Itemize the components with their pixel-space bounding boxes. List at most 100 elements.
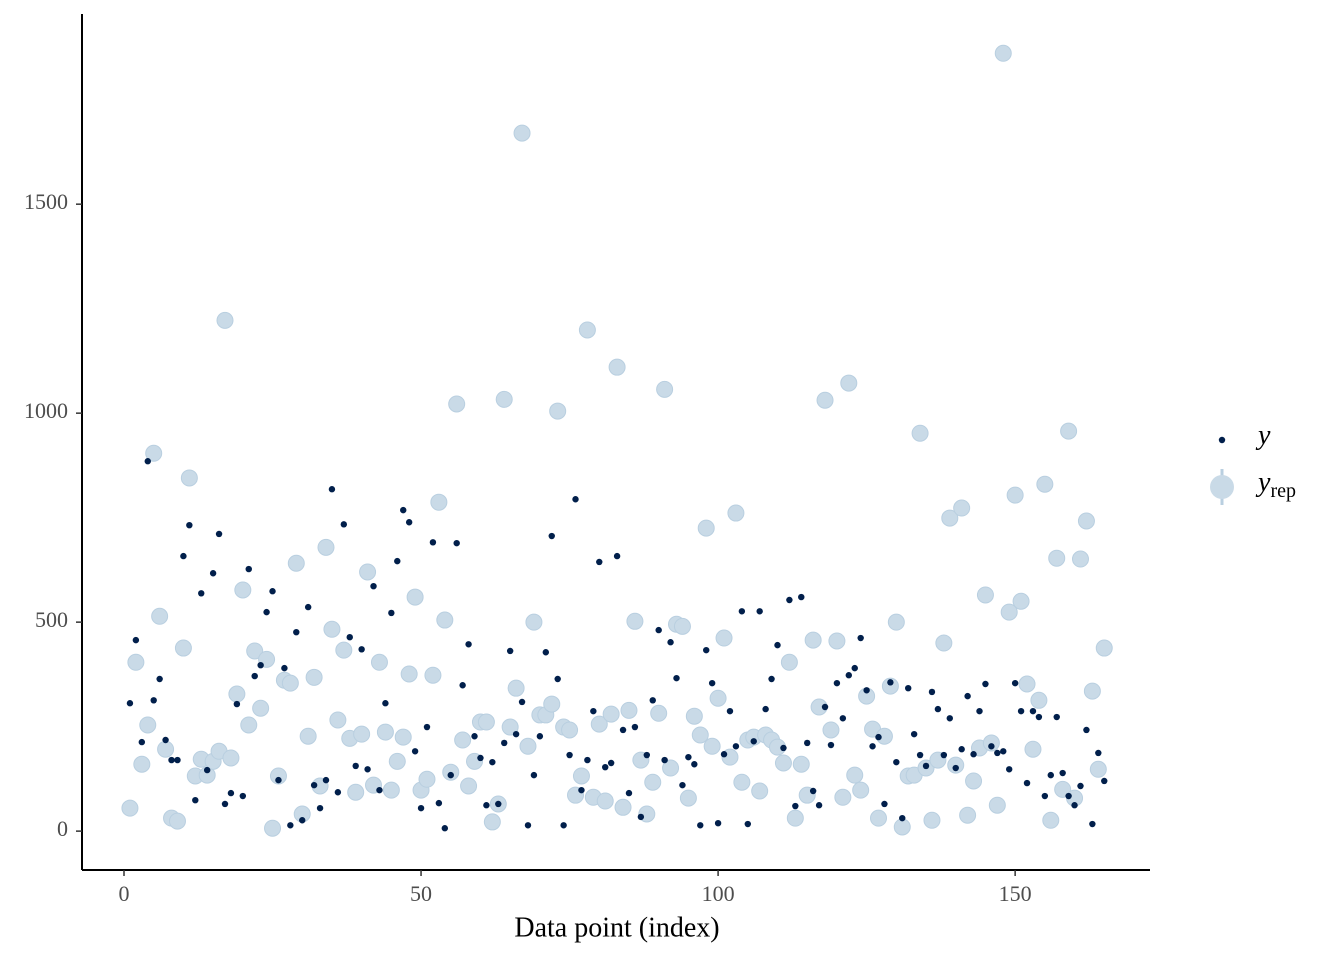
yrep-point xyxy=(751,782,769,800)
y-point xyxy=(548,532,555,540)
yrep-point xyxy=(774,754,792,772)
y-point xyxy=(982,680,989,688)
y-point xyxy=(572,496,579,503)
y-point xyxy=(952,764,959,772)
y-point xyxy=(506,647,514,655)
y-point xyxy=(1053,713,1060,721)
yrep-point xyxy=(935,634,953,652)
yrep-point xyxy=(513,124,531,142)
y-point xyxy=(613,552,621,560)
yrep-point xyxy=(382,781,400,799)
yrep-point xyxy=(941,509,959,527)
y-point xyxy=(132,636,140,644)
legend-symbol xyxy=(1218,436,1226,444)
yrep-point xyxy=(614,798,632,816)
y-point xyxy=(340,521,348,528)
yrep-point xyxy=(281,674,299,692)
yrep-point xyxy=(305,668,323,686)
y-point xyxy=(804,739,811,747)
yrep-point xyxy=(780,653,798,671)
yrep-point xyxy=(887,613,905,631)
y-point xyxy=(857,634,864,642)
yrep-point xyxy=(662,759,680,777)
y-point xyxy=(584,756,591,764)
y-point xyxy=(168,756,175,764)
y-point xyxy=(126,700,134,707)
yrep-point xyxy=(222,749,240,767)
y-point xyxy=(1000,748,1007,755)
y-point xyxy=(970,751,977,758)
y-point xyxy=(827,741,835,749)
x-tick-label: 150 xyxy=(999,881,1032,906)
yrep-point xyxy=(174,639,192,657)
y-point xyxy=(554,675,561,683)
y-point xyxy=(768,675,775,683)
y-point xyxy=(703,646,710,654)
legend-subscript: rep xyxy=(1270,480,1296,502)
yrep-point xyxy=(596,792,614,810)
yrep-point xyxy=(1095,639,1113,657)
yrep-point xyxy=(733,773,751,791)
y-point xyxy=(774,641,781,649)
yrep-point xyxy=(1006,486,1024,504)
y-point xyxy=(382,700,389,707)
y-point xyxy=(560,822,567,829)
yrep-point xyxy=(650,704,668,722)
y-point xyxy=(471,733,478,740)
yrep-point xyxy=(483,813,501,831)
y-point xyxy=(708,679,716,687)
y-point xyxy=(899,814,906,822)
y-point xyxy=(679,781,686,789)
yrep-point xyxy=(335,641,353,659)
y-point xyxy=(893,758,900,766)
y-point xyxy=(1047,771,1054,779)
yrep-point xyxy=(448,395,466,413)
y-point xyxy=(922,762,930,770)
yrep-point xyxy=(145,444,163,462)
yrep-point xyxy=(477,713,495,731)
yrep-point xyxy=(317,538,335,556)
y-point xyxy=(233,700,241,708)
yrep-point xyxy=(792,755,810,773)
y-point xyxy=(376,786,383,794)
yrep-point xyxy=(1024,740,1042,758)
y-point xyxy=(411,748,419,755)
y-point xyxy=(364,766,371,773)
y-point xyxy=(744,820,751,828)
y-point xyxy=(786,596,793,604)
yrep-point xyxy=(1060,422,1078,440)
yrep-point xyxy=(264,819,282,837)
yrep-point xyxy=(881,677,899,695)
yrep-point xyxy=(157,740,175,758)
y-point xyxy=(524,822,532,829)
y-point xyxy=(845,672,852,679)
y-point xyxy=(1065,792,1072,800)
y-point xyxy=(227,789,235,797)
y-point xyxy=(501,739,508,747)
yrep-point xyxy=(572,767,590,785)
y-point xyxy=(192,796,199,804)
y-point xyxy=(251,672,258,680)
y-point xyxy=(1101,777,1108,785)
yrep-point xyxy=(673,617,691,635)
yrep-point xyxy=(923,811,941,829)
y-point xyxy=(263,608,270,616)
yrep-point xyxy=(228,685,246,703)
y-point xyxy=(762,705,769,713)
y-point xyxy=(150,697,157,704)
y-tick-label: 500 xyxy=(35,607,68,632)
yrep-point xyxy=(959,806,977,824)
yrep-point xyxy=(454,731,472,749)
y-tick-label: 0 xyxy=(57,816,68,841)
y-point xyxy=(726,707,734,715)
yrep-point xyxy=(1054,780,1072,798)
yrep-point xyxy=(418,770,436,788)
y-point xyxy=(928,688,936,696)
yrep-point xyxy=(1042,811,1060,829)
y-point xyxy=(815,802,823,809)
y-point xyxy=(863,687,870,694)
y-point xyxy=(750,738,757,745)
yrep-point xyxy=(501,718,519,736)
y-point xyxy=(370,582,377,590)
y-point xyxy=(875,733,882,741)
